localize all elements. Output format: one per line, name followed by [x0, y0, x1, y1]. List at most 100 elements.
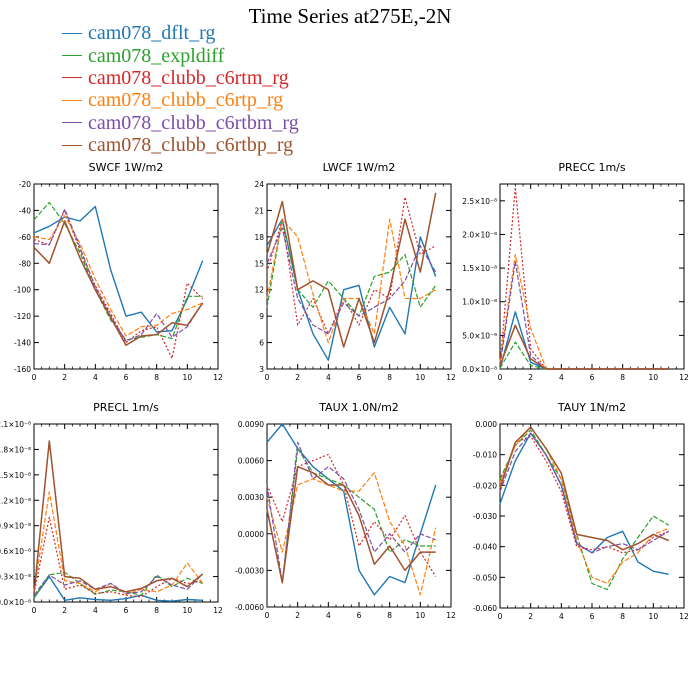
series-line	[499, 435, 669, 554]
x-tick-label: 12	[446, 373, 456, 382]
x-tick-label: 6	[357, 373, 362, 382]
y-tick-label: 0.6×10⁻⁸	[0, 547, 31, 556]
y-tick-label: 0.0×10⁻⁸	[462, 365, 497, 374]
series-line	[33, 215, 203, 337]
series-line	[33, 575, 203, 602]
y-tick-label: -100	[14, 286, 31, 295]
y-tick-label: 5.0×10⁻⁹	[462, 331, 497, 340]
chart-title: SWCF 1W/m2	[89, 161, 164, 174]
y-tick-label: 1.2×10⁻⁸	[0, 496, 31, 505]
x-tick-label: 0	[32, 606, 37, 615]
series-line	[33, 209, 204, 359]
series-line	[33, 205, 204, 333]
series-line	[33, 491, 204, 596]
legend-item: cam078_clubb_c6rtbp_rg	[62, 134, 299, 156]
series-line	[33, 516, 203, 598]
y-tick-label: -140	[14, 339, 31, 348]
y-tick-label: -120	[14, 312, 31, 321]
y-tick-label: -0.060	[473, 604, 497, 613]
x-tick-label: 12	[213, 373, 223, 382]
y-tick-label: 9	[259, 312, 264, 321]
y-tick-label: 0.3×10⁻⁸	[0, 573, 31, 582]
y-tick-label: -0.010	[473, 451, 497, 460]
x-tick-label: 0	[265, 611, 270, 620]
legend-item: cam078_clubb_c6rtm_rg	[62, 67, 299, 89]
series-line	[266, 453, 437, 577]
x-tick-label: 6	[357, 611, 362, 620]
legend-item: cam078_clubb_c6rtp_rg	[62, 89, 299, 111]
legend: cam078_dflt_rg cam078_expldiff cam078_cl…	[62, 22, 299, 156]
series-line	[499, 324, 669, 370]
y-tick-label: -0.050	[473, 573, 497, 582]
y-tick-label: 1.0×10⁻⁸	[462, 298, 497, 307]
x-tick-label: 4	[326, 611, 331, 620]
x-tick-label: 8	[620, 373, 625, 382]
series-line	[499, 186, 669, 370]
series-line	[266, 218, 436, 344]
chart-title: TAUX 1.0N/m2	[318, 401, 399, 414]
legend-line-icon	[62, 32, 82, 34]
x-tick-label: 6	[124, 606, 129, 615]
chart-panel: PRECL 1m/s 0 2 4 6 8 10 12 0.0×10⁻⁸ 0.3×10⁻⁸ 0.6×1…	[0, 401, 223, 615]
legend-label: cam078_clubb_c6rtm_rg	[88, 66, 289, 89]
y-tick-label: -0.0030	[235, 566, 264, 575]
x-tick-label: 2	[295, 373, 300, 382]
y-tick-label: 0.000	[476, 420, 498, 429]
y-tick-label: -40	[19, 206, 31, 215]
y-tick-label: 0.0090	[238, 420, 264, 429]
legend-label: cam078_expldiff	[88, 44, 225, 67]
y-tick-label: 1.8×10⁻⁸	[0, 445, 31, 454]
legend-item: cam078_dflt_rg	[62, 22, 299, 44]
x-tick-label: 2	[62, 606, 67, 615]
x-tick-label: 4	[93, 606, 98, 615]
x-tick-label: 10	[649, 373, 659, 382]
x-tick-label: 4	[559, 373, 564, 382]
y-tick-label: 12	[254, 286, 264, 295]
y-tick-label: 21	[254, 206, 264, 215]
legend-line-icon	[62, 144, 82, 146]
legend-label: cam078_clubb_c6rtbp_rg	[88, 134, 294, 157]
chart-panel: PRECC 1m/s 0 2 4 6 8 10 12 0.0×10⁻⁸ 5.0×10⁻⁹ 1.0×1…	[462, 161, 689, 382]
y-tick-label: -0.040	[473, 543, 497, 552]
legend-item: cam078_clubb_c6rtbm_rg	[62, 112, 299, 134]
chart-panel: SWCF 1W/m2 0 2 4 6 8 10 12 -160 -140 -120 -100 -80 -6…	[14, 161, 223, 382]
legend-line-icon	[62, 55, 82, 57]
y-tick-label: 1.5×10⁻⁸	[0, 471, 31, 480]
x-tick-label: 6	[590, 373, 595, 382]
legend-line-icon	[62, 122, 82, 124]
x-tick-label: 10	[649, 612, 659, 621]
series-line	[266, 465, 436, 584]
series-line	[499, 260, 669, 370]
y-tick-label: -80	[19, 259, 31, 268]
x-tick-label: 8	[387, 373, 392, 382]
series-line	[266, 472, 437, 596]
x-tick-label: 2	[295, 611, 300, 620]
x-tick-label: 2	[528, 373, 533, 382]
y-tick-label: 0.9×10⁻⁸	[0, 522, 31, 531]
y-tick-label: 0.0×10⁻⁸	[0, 598, 31, 607]
x-tick-label: 0	[498, 373, 503, 382]
x-tick-label: 6	[590, 612, 595, 621]
x-tick-label: 4	[559, 612, 564, 621]
y-tick-label: 18	[254, 233, 264, 242]
series-line	[266, 196, 436, 335]
y-tick-label: -20	[19, 180, 31, 189]
legend-line-icon	[62, 77, 82, 79]
legend-label: cam078_dflt_rg	[88, 22, 216, 45]
chart-title: TAUY 1N/m2	[557, 401, 626, 414]
x-tick-label: 4	[326, 373, 331, 382]
x-tick-label: 6	[124, 373, 129, 382]
x-tick-label: 0	[265, 373, 270, 382]
series-line	[499, 432, 670, 554]
x-tick-label: 2	[62, 373, 67, 382]
y-tick-label: 6	[259, 339, 264, 348]
series-line	[266, 192, 437, 348]
chart-panel: TAUX 1.0N/m2 0 2 4 6 8 10 12 -0.0060 -0.0030 0.000…	[235, 401, 456, 620]
x-tick-label: 0	[498, 612, 503, 621]
x-tick-label: 10	[416, 373, 426, 382]
series-line	[266, 423, 437, 596]
x-tick-label: 2	[528, 612, 533, 621]
plot-frame	[499, 183, 685, 370]
